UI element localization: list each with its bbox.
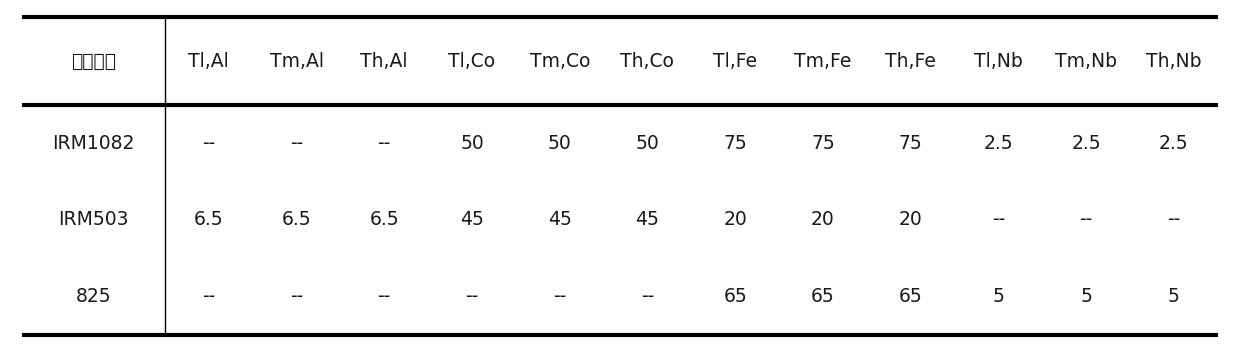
Text: 45: 45	[460, 210, 484, 229]
Text: 50: 50	[636, 134, 660, 153]
Text: 6.5: 6.5	[370, 210, 399, 229]
Text: 75: 75	[899, 134, 923, 153]
Text: Th,Fe: Th,Fe	[885, 52, 936, 70]
Text: IRM503: IRM503	[58, 210, 129, 229]
Text: 20: 20	[723, 210, 746, 229]
Text: 50: 50	[460, 134, 484, 153]
Text: 825: 825	[76, 287, 112, 306]
Text: --: --	[378, 134, 391, 153]
Text: 2.5: 2.5	[1159, 134, 1189, 153]
Text: Tm,Nb: Tm,Nb	[1055, 52, 1117, 70]
Text: Tl,Al: Tl,Al	[188, 52, 229, 70]
Text: Tm,Co: Tm,Co	[529, 52, 590, 70]
Text: --: --	[1167, 210, 1180, 229]
Text: 45: 45	[635, 210, 660, 229]
Text: IRM1082: IRM1082	[52, 134, 135, 153]
Text: --: --	[553, 287, 567, 306]
Text: Tl,Nb: Tl,Nb	[973, 52, 1023, 70]
Text: --: --	[1080, 210, 1092, 229]
Text: Tl,Fe: Tl,Fe	[713, 52, 758, 70]
Text: 65: 65	[723, 287, 746, 306]
Text: Th,Al: Th,Al	[361, 52, 408, 70]
Text: --: --	[202, 287, 216, 306]
Text: 20: 20	[811, 210, 835, 229]
Text: 65: 65	[811, 287, 835, 306]
Text: 65: 65	[899, 287, 923, 306]
Text: 2.5: 2.5	[983, 134, 1013, 153]
Text: 20: 20	[899, 210, 923, 229]
Text: Tm,Al: Tm,Al	[269, 52, 324, 70]
Text: --: --	[378, 287, 391, 306]
Text: 6.5: 6.5	[281, 210, 311, 229]
Text: --: --	[290, 287, 303, 306]
Text: Th,Nb: Th,Nb	[1146, 52, 1202, 70]
Text: 5: 5	[992, 287, 1004, 306]
Text: --: --	[202, 134, 216, 153]
Text: --: --	[992, 210, 1004, 229]
Text: --: --	[290, 134, 303, 153]
Text: --: --	[641, 287, 653, 306]
Text: 50: 50	[548, 134, 572, 153]
Text: 75: 75	[811, 134, 835, 153]
Text: 5: 5	[1080, 287, 1092, 306]
Text: 45: 45	[548, 210, 572, 229]
Text: 测试样品: 测试样品	[71, 52, 117, 70]
Text: 5: 5	[1168, 287, 1179, 306]
Text: --: --	[465, 287, 479, 306]
Text: Tm,Fe: Tm,Fe	[794, 52, 852, 70]
Text: 2.5: 2.5	[1071, 134, 1101, 153]
Text: 75: 75	[723, 134, 746, 153]
Text: Tl,Co: Tl,Co	[449, 52, 496, 70]
Text: 6.5: 6.5	[193, 210, 223, 229]
Text: Th,Co: Th,Co	[620, 52, 675, 70]
